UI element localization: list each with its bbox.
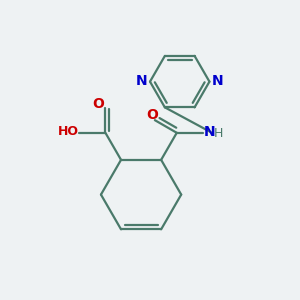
Text: O: O xyxy=(92,97,104,111)
Text: HO: HO xyxy=(58,125,80,138)
Text: H: H xyxy=(214,127,223,140)
Text: N: N xyxy=(136,74,148,88)
Text: N: N xyxy=(212,74,224,88)
Text: O: O xyxy=(147,108,158,122)
Text: N: N xyxy=(204,125,216,139)
